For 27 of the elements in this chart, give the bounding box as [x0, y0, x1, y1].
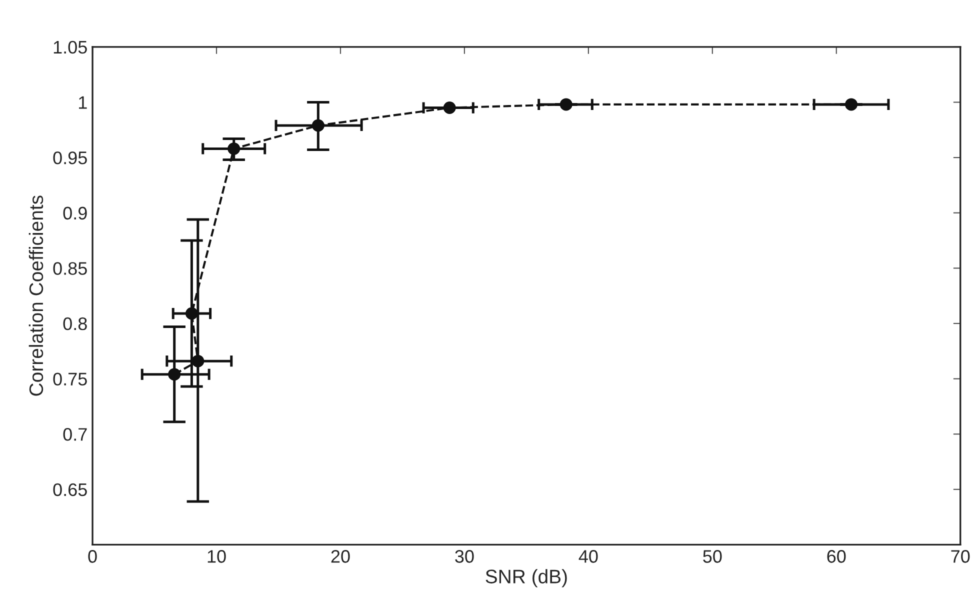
point: [312, 119, 324, 132]
y-tick-label: 1.05: [54, 40, 87, 54]
y-tick-label: 1: [79, 96, 87, 109]
point: [560, 98, 572, 111]
x-tick-label: 10: [208, 550, 226, 563]
x-tick-label: 20: [331, 550, 350, 563]
y-tick-label: 0.95: [53, 151, 87, 164]
y-tick-label: 0.65: [53, 483, 87, 496]
x-axis-title: SNR (dB): [486, 569, 567, 588]
y-tick-label: 0.9: [63, 206, 87, 220]
point: [443, 102, 456, 114]
y-tick-label: 0.75: [53, 372, 87, 386]
x-tick-label: 70: [951, 550, 970, 563]
point: [192, 354, 204, 368]
point: [845, 98, 858, 111]
x-tick-label: 30: [455, 550, 474, 563]
point: [168, 368, 181, 381]
x-tick-label: 60: [827, 550, 846, 563]
x-tick-label: 50: [703, 550, 722, 563]
y-axis-title: Correlation Coefficients: [28, 196, 44, 396]
x-tick-label: 40: [578, 550, 598, 563]
y-tick-label: 0.7: [63, 428, 87, 441]
point: [185, 307, 198, 320]
x-tick-label: 0: [88, 550, 97, 563]
point: [228, 142, 240, 155]
y-tick-label: 0.85: [53, 262, 87, 275]
y-tick-label: 0.8: [63, 317, 87, 330]
